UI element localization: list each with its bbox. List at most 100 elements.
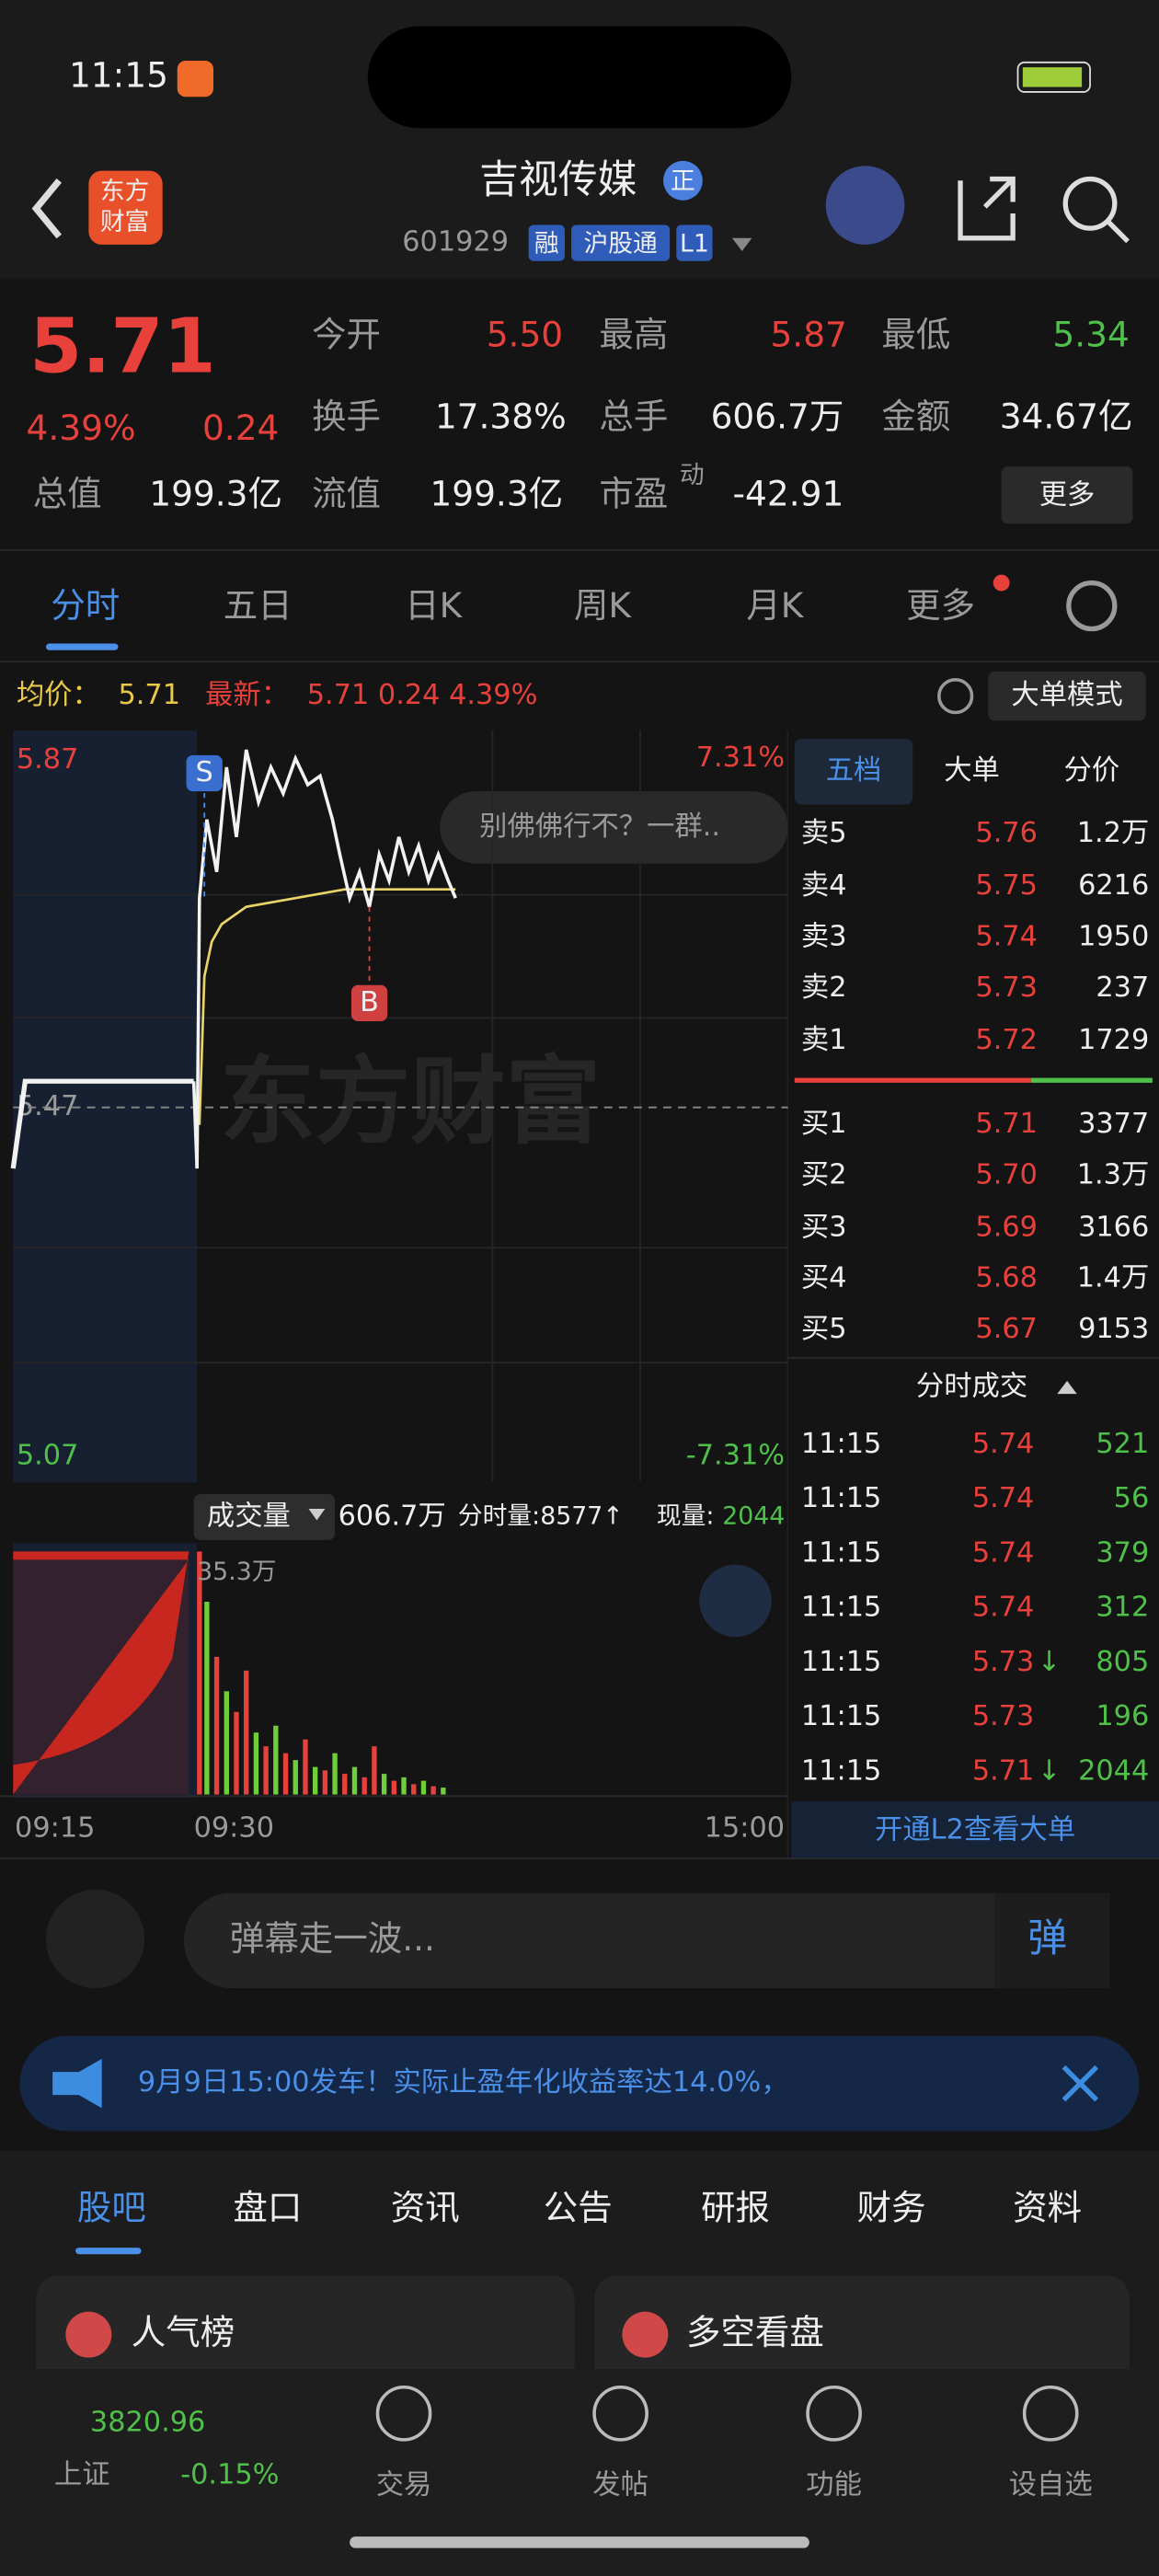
section-tab[interactable]: 财务	[857, 2188, 926, 2228]
more-button[interactable]	[1001, 466, 1133, 524]
comment-placeholder[interactable]: 弹幕走一波...	[230, 1918, 435, 1959]
volume-label[interactable]: 成交量	[207, 1500, 291, 1532]
volume-bar	[391, 1780, 397, 1795]
order-volume: 3377	[1078, 1108, 1149, 1140]
red-dot	[993, 574, 1010, 592]
search-button[interactable]	[1062, 176, 1118, 231]
orderbook-tab[interactable]: 大单	[944, 754, 1000, 787]
badge: 正	[671, 167, 695, 196]
trade-arrow: ↓	[1038, 1754, 1061, 1787]
sort-arrow	[1057, 1380, 1077, 1395]
price-line	[195, 749, 457, 1169]
status-time: 11:15	[69, 54, 168, 95]
banner-close[interactable]	[1061, 2064, 1099, 2102]
robot-avatar[interactable]	[825, 166, 905, 245]
trade-volume: 2044	[1078, 1754, 1149, 1787]
mode-button[interactable]	[988, 671, 1146, 721]
y-tick-label: 5.07	[17, 1439, 79, 1471]
order-price: 5.69	[975, 1211, 1038, 1243]
buy-marker	[350, 984, 388, 1022]
card[interactable]	[594, 2275, 1130, 2391]
order-price: 5.75	[975, 869, 1038, 902]
tag-bg	[528, 224, 565, 261]
nav-item[interactable]: 发帖	[592, 2468, 648, 2501]
fullscreen-button[interactable]	[699, 1564, 772, 1638]
chart-tab[interactable]: 更多	[906, 585, 975, 626]
order-price: 5.74	[975, 920, 1038, 952]
stat-value: 199.3亿	[149, 473, 282, 513]
section-tab[interactable]: 股吧	[77, 2188, 146, 2228]
trade-time: 11:15	[801, 1482, 881, 1514]
share-button[interactable]	[958, 176, 1016, 241]
l2-bar[interactable]	[791, 1800, 1159, 1859]
order-volume: 1.3万	[1077, 1158, 1150, 1190]
l2-link[interactable]: 开通L2查看大单	[875, 1813, 1075, 1846]
order-label: 买5	[801, 1313, 847, 1345]
section-tab[interactable]: 研报	[701, 2188, 770, 2228]
section-tab[interactable]: 公告	[544, 2188, 613, 2228]
order-price: 5.68	[975, 1262, 1038, 1294]
sell-marker	[186, 754, 223, 792]
last-price: 5.71	[29, 303, 216, 390]
stat-value: 34.67亿	[1000, 397, 1133, 437]
chart-tab[interactable]: 分时	[51, 585, 120, 626]
watermark: 东方财富	[220, 1047, 601, 1157]
section-tab[interactable]: 资料	[1013, 2188, 1082, 2228]
dropdown-arrow[interactable]	[731, 237, 752, 252]
auction-volume	[13, 1551, 189, 1795]
change-pct: 4.39%	[27, 408, 136, 448]
volume-bar	[234, 1711, 239, 1795]
chart-tab[interactable]: 日K	[405, 585, 463, 626]
stat-value: 199.3亿	[430, 473, 563, 513]
volume-selector[interactable]	[193, 1493, 336, 1540]
logo-text: 财富	[100, 208, 150, 236]
nav-item[interactable]: 交易	[376, 2468, 432, 2501]
volume-bar	[372, 1746, 377, 1795]
nav-icon[interactable]	[592, 2385, 648, 2442]
order-label: 买4	[801, 1262, 847, 1294]
nav-icon[interactable]	[806, 2385, 862, 2442]
chart-tab[interactable]: 周K	[574, 585, 632, 626]
send-button[interactable]	[994, 1892, 1110, 1989]
card-icon	[65, 2311, 112, 2358]
help-icon[interactable]	[937, 678, 974, 715]
back-button[interactable]	[31, 178, 63, 239]
stat-value: 5.87	[770, 314, 846, 354]
comment-icon[interactable]	[45, 1890, 145, 1989]
time-label: 15:00	[705, 1812, 785, 1845]
nav-icon[interactable]	[1022, 2385, 1079, 2442]
card[interactable]	[36, 2275, 575, 2391]
order-volume: 9153	[1078, 1313, 1149, 1345]
pct-label: -7.31%	[686, 1439, 785, 1471]
comment-input[interactable]	[183, 1892, 1110, 1989]
volume-bar	[224, 1691, 229, 1795]
chart-tab[interactable]: 五日	[224, 585, 293, 626]
order-price: 5.73	[975, 972, 1038, 1004]
section-tab[interactable]: 盘口	[233, 2188, 302, 2228]
y-tick-label: 5.47	[17, 1090, 79, 1122]
volume-bar	[411, 1784, 417, 1795]
card-icon	[622, 2311, 669, 2358]
order-label: 买1	[801, 1108, 847, 1140]
nav-item[interactable]: 功能	[806, 2468, 862, 2501]
tag-bg	[571, 224, 671, 261]
battery	[1016, 61, 1091, 93]
tag: L1	[680, 229, 709, 258]
nav-icon[interactable]	[375, 2385, 432, 2442]
section-tab[interactable]: 资讯	[391, 2188, 460, 2228]
orderbook-tab[interactable]: 分价	[1063, 754, 1119, 787]
more-button-text[interactable]: 更多	[1039, 478, 1096, 511]
nav-item[interactable]: 设自选	[1009, 2468, 1093, 2501]
mode-text[interactable]: 大单模式	[1011, 679, 1122, 711]
volume-bar	[441, 1788, 446, 1795]
orderbook-tab[interactable]: 五档	[826, 754, 882, 787]
banner-text[interactable]: 9月9日15:00发车！实际止盈年化收益率达14.0%，	[138, 2066, 789, 2099]
stat-label: 换手	[312, 397, 381, 437]
trade-volume: 312	[1096, 1592, 1149, 1624]
chart-tab[interactable]: 月K	[746, 585, 804, 626]
card-title: 多空看盘	[686, 2312, 824, 2352]
order-label: 卖4	[801, 869, 847, 902]
send-text[interactable]: 弹	[1027, 1915, 1067, 1961]
settings-button[interactable]	[1066, 580, 1118, 632]
banner-bg[interactable]	[19, 2035, 1140, 2132]
